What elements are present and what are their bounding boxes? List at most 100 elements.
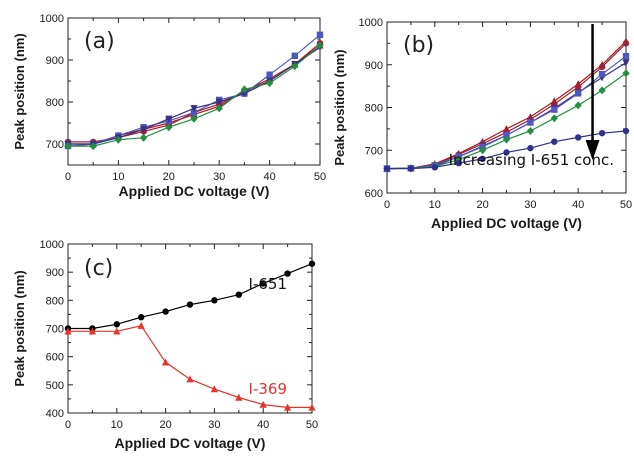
data-point xyxy=(260,280,267,287)
y-axis-title: Peak position (nm) xyxy=(332,49,347,165)
series-1 xyxy=(64,41,324,148)
data-point xyxy=(89,142,97,151)
series-label-i651: I-651 xyxy=(249,275,287,293)
panel-label: (c) xyxy=(84,256,113,281)
data-point xyxy=(284,270,291,277)
y-axis-title: Peak position (nm) xyxy=(12,33,27,149)
data-point xyxy=(266,71,273,78)
x-tick-label: 40 xyxy=(263,171,275,183)
data-point xyxy=(527,119,534,126)
data-point xyxy=(284,403,292,411)
panel-b: 0 10 20 30 40 50 600 700 800 900 1000 Applied DC vo… xyxy=(332,17,632,231)
data-point xyxy=(162,308,169,315)
data-point xyxy=(526,127,534,136)
y-tick-label: 1000 xyxy=(40,239,64,251)
data-point xyxy=(266,79,274,88)
data-point xyxy=(210,385,218,393)
panel-c: 0 10 20 30 40 50 400 500 600 700 800 900 1000 Applied… xyxy=(12,239,318,451)
data-point xyxy=(235,393,243,401)
panel-label: (b) xyxy=(403,33,434,58)
data-point xyxy=(551,138,558,145)
data-point xyxy=(575,83,582,91)
series-4 xyxy=(64,41,324,151)
data-point xyxy=(308,260,316,267)
data-point xyxy=(479,146,487,155)
y-tick-label: 400 xyxy=(46,408,64,420)
data-point xyxy=(574,101,582,110)
data-point xyxy=(186,375,194,383)
data-point xyxy=(259,400,267,408)
series-label-i369: I-369 xyxy=(249,380,287,398)
y-tick-label: 900 xyxy=(46,55,64,67)
data-point xyxy=(551,106,558,113)
data-point xyxy=(165,123,173,132)
x-tick-label: 20 xyxy=(159,419,171,431)
data-point xyxy=(190,105,198,113)
x-tick-label: 40 xyxy=(257,419,269,431)
x-tick-label: 0 xyxy=(384,199,390,211)
data-point xyxy=(598,86,606,95)
data-point xyxy=(137,321,145,329)
series-1 xyxy=(64,321,316,411)
data-point xyxy=(622,69,630,78)
data-point xyxy=(291,62,299,71)
data-point xyxy=(140,133,148,142)
y-tick-label: 1000 xyxy=(359,17,383,29)
y-tick-label: 700 xyxy=(46,324,64,336)
y-axis-title: Peak position (nm) xyxy=(12,270,27,386)
y-tick-label: 800 xyxy=(46,295,64,307)
series-3 xyxy=(64,44,324,148)
arrow-head xyxy=(585,140,600,160)
data-point xyxy=(215,98,223,106)
x-axis-title: Applied DC voltage (V) xyxy=(431,215,582,231)
data-point xyxy=(215,104,223,113)
x-tick-label: 0 xyxy=(65,419,71,431)
data-point xyxy=(138,314,145,321)
data-point xyxy=(502,135,511,144)
data-point xyxy=(479,155,486,162)
data-point xyxy=(407,165,415,172)
data-point xyxy=(598,63,606,71)
data-point xyxy=(308,403,316,411)
data-point xyxy=(316,41,324,50)
data-point xyxy=(190,109,198,116)
data-point xyxy=(527,144,534,152)
series-line xyxy=(68,44,321,145)
series-line xyxy=(68,44,321,147)
data-point xyxy=(622,127,630,135)
y-tick-label: 700 xyxy=(365,145,383,157)
x-tick-label: 50 xyxy=(306,419,318,431)
panel-a: 0 10 20 30 40 50 700 800 900 1000 Applied DC volta… xyxy=(12,13,326,199)
data-point xyxy=(240,90,248,98)
x-tick-label: 50 xyxy=(314,171,326,183)
y-tick-label: 600 xyxy=(46,352,64,364)
panel-label: (a) xyxy=(84,29,115,54)
data-point xyxy=(598,129,606,137)
data-point xyxy=(503,132,510,139)
data-point xyxy=(190,114,198,123)
data-point xyxy=(162,358,170,366)
data-point xyxy=(383,165,391,172)
data-point xyxy=(240,85,248,94)
x-tick-label: 20 xyxy=(476,199,488,211)
data-point xyxy=(622,40,630,47)
x-axis-title: Applied DC voltage (V) xyxy=(119,183,270,199)
data-point xyxy=(113,327,121,335)
data-point xyxy=(575,90,582,97)
x-tick-label: 50 xyxy=(620,199,632,211)
data-point xyxy=(88,327,96,335)
data-point xyxy=(64,327,72,335)
y-tick-label: 900 xyxy=(365,60,383,72)
data-point xyxy=(113,321,121,328)
y-tick-label: 800 xyxy=(365,103,383,115)
x-tick-label: 10 xyxy=(111,419,123,431)
series-0 xyxy=(64,40,324,146)
data-point xyxy=(186,301,194,308)
x-tick-label: 30 xyxy=(208,419,220,431)
data-point xyxy=(455,159,462,167)
series-0 xyxy=(64,260,316,332)
x-tick-label: 20 xyxy=(163,171,175,183)
x-tick-label: 10 xyxy=(112,171,124,183)
data-point xyxy=(575,134,582,141)
